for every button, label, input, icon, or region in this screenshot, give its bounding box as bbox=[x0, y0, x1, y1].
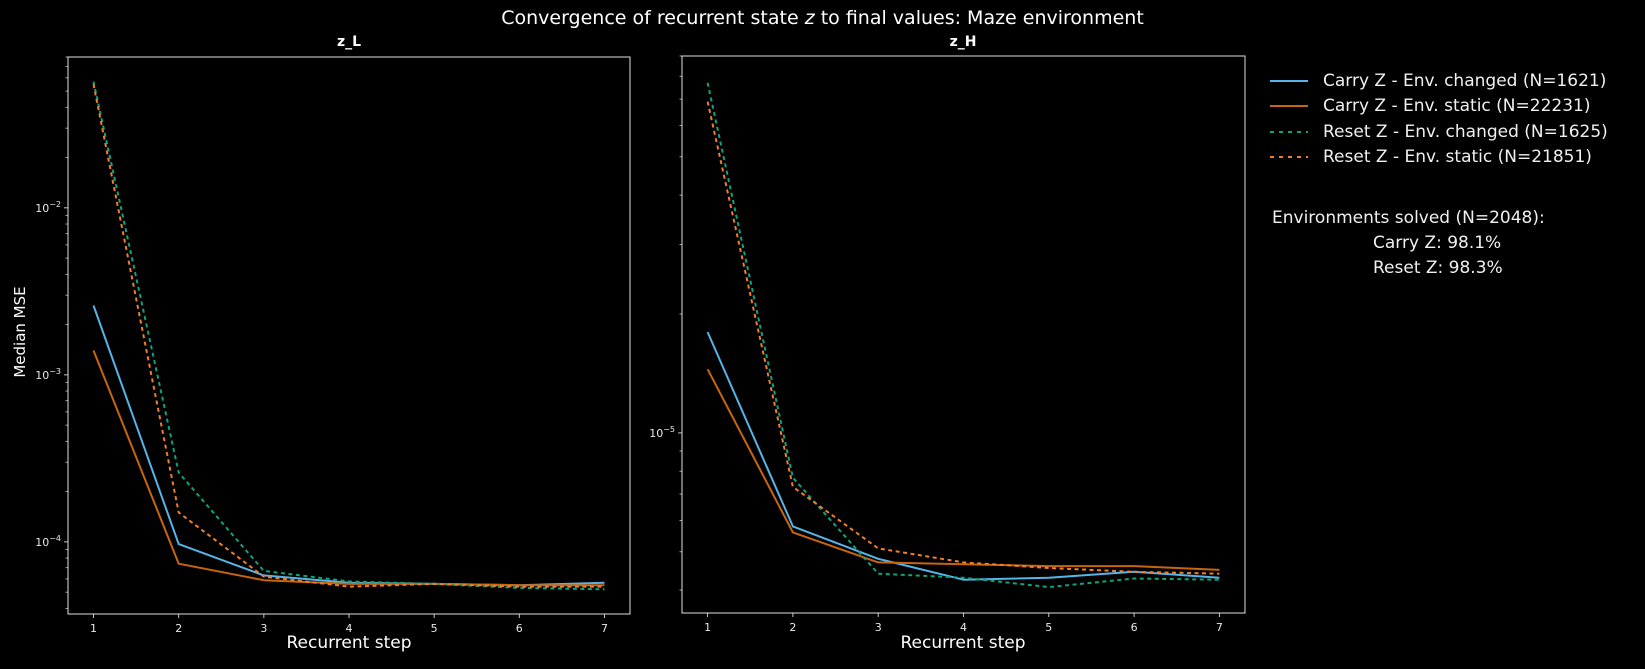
figure-title: Convergence of recurrent state z to fina… bbox=[0, 7, 1645, 29]
solved-reset: Reset Z: 98.3% bbox=[1373, 258, 1503, 278]
svg-text:2: 2 bbox=[789, 621, 796, 634]
svg-text:4: 4 bbox=[960, 621, 967, 634]
svg-text:2: 2 bbox=[175, 622, 182, 635]
svg-text:1: 1 bbox=[90, 622, 97, 635]
svg-text:1: 1 bbox=[704, 621, 711, 634]
legend-label: Carry Z - Env. static (N=22231) bbox=[1323, 96, 1591, 117]
legend-item: Reset Z - Env. changed (N=1625) bbox=[1266, 119, 1608, 145]
solved-heading: Environments solved (N=2048): bbox=[1272, 208, 1545, 228]
svg-text:5: 5 bbox=[431, 622, 438, 635]
figure-title-suffix: to final values: Maze environment bbox=[814, 7, 1144, 29]
zl-xlabel: Recurrent step bbox=[286, 633, 412, 653]
series-line bbox=[706, 368, 1220, 571]
svg-text:10−4: 10−4 bbox=[35, 533, 61, 549]
series-line bbox=[92, 84, 605, 588]
svg-text:6: 6 bbox=[1131, 621, 1138, 634]
legend-label: Reset Z - Env. static (N=21851) bbox=[1323, 147, 1592, 168]
zl-ylabel: Median MSE bbox=[11, 286, 29, 378]
series-line bbox=[92, 81, 605, 591]
series-line bbox=[92, 350, 605, 587]
svg-text:10−5: 10−5 bbox=[649, 424, 675, 440]
zh-xlabel: Recurrent step bbox=[900, 633, 1026, 653]
solved-annotation: Environments solved (N=2048): Carry Z: 9… bbox=[1272, 208, 1545, 283]
series-line bbox=[706, 82, 1220, 589]
svg-text:5: 5 bbox=[1045, 621, 1052, 634]
svg-text:10−3: 10−3 bbox=[35, 366, 61, 382]
figure-title-variable: z bbox=[804, 7, 815, 29]
svg-text:10−2: 10−2 bbox=[35, 199, 61, 215]
legend-label: Carry Z - Env. changed (N=1621) bbox=[1323, 70, 1607, 91]
legend-swatch-carry-static bbox=[1266, 99, 1310, 113]
zh-axes-title: z_H bbox=[949, 34, 977, 50]
solved-carry: Carry Z: 98.1% bbox=[1373, 233, 1502, 253]
axes-z-h: 10−5 1 2 3 4 5 6 7 bbox=[649, 55, 1246, 634]
legend-item: Carry Z - Env. changed (N=1621) bbox=[1266, 68, 1608, 94]
svg-text:3: 3 bbox=[875, 621, 882, 634]
series-line bbox=[706, 101, 1220, 575]
svg-text:6: 6 bbox=[516, 622, 523, 635]
svg-text:7: 7 bbox=[601, 622, 608, 635]
legend-item: Carry Z - Env. static (N=22231) bbox=[1266, 94, 1608, 120]
legend-swatch-reset-static bbox=[1266, 150, 1310, 164]
svg-text:3: 3 bbox=[260, 622, 267, 635]
legend: Carry Z - Env. changed (N=1621) Carry Z … bbox=[1266, 68, 1608, 170]
figure-title-prefix: Convergence of recurrent state bbox=[501, 7, 805, 29]
axes-z-l: 10−2 10−3 10−4 1 2 3 4 5 6 7 bbox=[35, 56, 631, 635]
zl-axes-title: z_L bbox=[336, 34, 362, 50]
legend-swatch-reset-changed bbox=[1266, 125, 1310, 139]
legend-label: Reset Z - Env. changed (N=1625) bbox=[1323, 121, 1608, 142]
legend-swatch-carry-changed bbox=[1266, 74, 1310, 88]
legend-item: Reset Z - Env. static (N=21851) bbox=[1266, 145, 1608, 171]
svg-text:7: 7 bbox=[1216, 621, 1223, 634]
svg-text:4: 4 bbox=[346, 622, 353, 635]
series-line bbox=[706, 331, 1220, 581]
